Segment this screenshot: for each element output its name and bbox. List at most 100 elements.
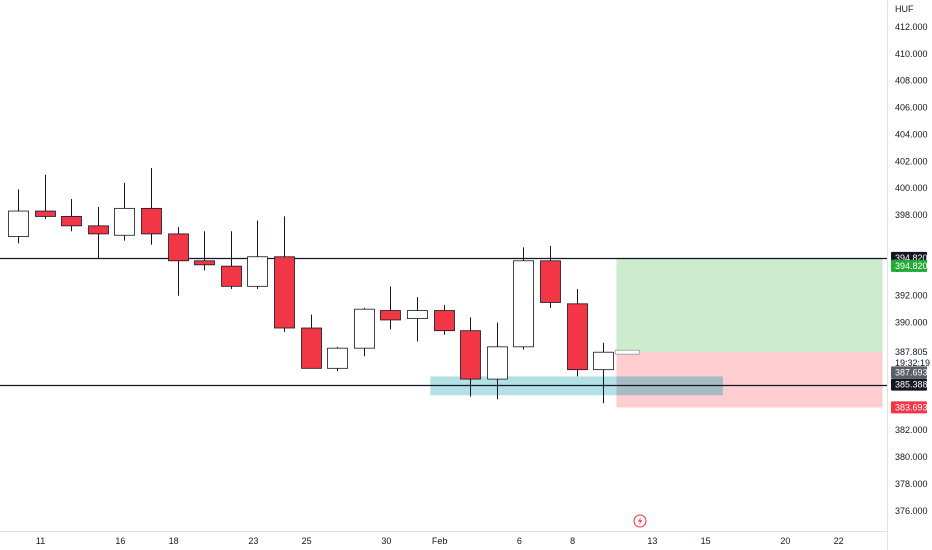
x-tick-label: 8 bbox=[570, 536, 575, 546]
candle[interactable] bbox=[88, 207, 109, 259]
y-tick-label: 392.000 bbox=[895, 291, 928, 301]
levels-layer bbox=[0, 257, 887, 387]
price-tag-label: 385.388 bbox=[895, 380, 928, 390]
price-tag-background bbox=[891, 366, 927, 379]
price-axis: HUF 376.000378.000380.000382.000390.0003… bbox=[887, 0, 930, 550]
y-tick-label: 412.000 bbox=[895, 22, 928, 32]
candle[interactable] bbox=[114, 182, 135, 241]
y-tick-label: 402.000 bbox=[895, 156, 928, 166]
y-tick-label: 404.000 bbox=[895, 129, 928, 139]
candle[interactable] bbox=[407, 297, 428, 342]
candle-body bbox=[35, 210, 56, 217]
candle-body bbox=[540, 260, 561, 303]
candle[interactable] bbox=[487, 322, 508, 400]
candle[interactable] bbox=[141, 168, 162, 245]
candles-layer bbox=[8, 168, 640, 404]
candle[interactable] bbox=[247, 220, 268, 290]
x-tick-label: Feb bbox=[432, 536, 448, 546]
candle-body bbox=[380, 310, 401, 321]
candle[interactable] bbox=[593, 342, 614, 404]
candle-body bbox=[247, 256, 268, 287]
price-tag-background bbox=[891, 378, 927, 391]
y-tick-label: 376.000 bbox=[895, 506, 928, 516]
candle-body bbox=[141, 207, 162, 235]
x-tick-label: 11 bbox=[36, 536, 45, 546]
y-tick-label: 380.000 bbox=[895, 452, 928, 462]
candle-body bbox=[8, 210, 29, 237]
x-tick-labels: 11 16 18 23 25 30 Feb 6 8 13 15 20 22 bbox=[36, 536, 844, 546]
zones-layer bbox=[430, 257, 883, 408]
price-tag: 387.693 bbox=[891, 366, 928, 379]
candle[interactable] bbox=[194, 231, 215, 271]
candle-body bbox=[567, 303, 588, 371]
candle-body bbox=[513, 260, 534, 348]
candle-body bbox=[487, 346, 508, 380]
candle[interactable] bbox=[513, 247, 534, 350]
candle-body bbox=[221, 265, 242, 287]
candle[interactable] bbox=[540, 246, 561, 308]
candle[interactable] bbox=[301, 314, 322, 369]
price-tag: 385.388 bbox=[891, 378, 928, 391]
price-tag-label: 394.820 bbox=[895, 261, 928, 271]
x-tick-label: 6 bbox=[517, 536, 522, 546]
candle-body bbox=[168, 233, 189, 262]
x-tick-label: 18 bbox=[169, 536, 179, 546]
lightning-icon[interactable] bbox=[633, 514, 647, 528]
x-tick-label: 25 bbox=[302, 536, 312, 546]
y-tick-label: 382.000 bbox=[895, 425, 928, 435]
candle[interactable] bbox=[35, 174, 56, 220]
y-tick-label: 408.000 bbox=[895, 76, 928, 86]
price-tag: 394.820 bbox=[891, 259, 928, 272]
candle-body bbox=[434, 310, 455, 332]
x-tick-label: 13 bbox=[647, 536, 657, 546]
candle-body bbox=[194, 260, 215, 266]
price-tag-label: 19:32:19 bbox=[895, 358, 930, 368]
price-tag-label: 387.805 bbox=[895, 347, 928, 357]
candle-body bbox=[593, 351, 614, 371]
y-tick-label: 406.000 bbox=[895, 103, 928, 113]
x-tick-label: 15 bbox=[701, 536, 711, 546]
x-tick-label: 20 bbox=[780, 536, 790, 546]
y-tick-label: 398.000 bbox=[895, 210, 928, 220]
x-tick-label: 16 bbox=[115, 536, 125, 546]
price-tag-label: 394.820 bbox=[895, 253, 928, 263]
candle[interactable] bbox=[434, 305, 455, 335]
candle[interactable] bbox=[61, 198, 82, 232]
x-tick-label: 30 bbox=[381, 536, 391, 546]
candle[interactable] bbox=[354, 307, 375, 357]
candle[interactable] bbox=[380, 286, 401, 330]
y-tick-label: 410.000 bbox=[895, 49, 928, 59]
candle-body bbox=[460, 330, 481, 380]
price-tag-background bbox=[891, 401, 927, 414]
candle-body bbox=[301, 327, 322, 369]
candle[interactable] bbox=[567, 289, 588, 377]
price-tag: 19:32:19 bbox=[895, 358, 930, 368]
currency-label: HUF bbox=[895, 4, 914, 14]
candle-body bbox=[354, 308, 375, 349]
x-tick-label: 22 bbox=[834, 536, 844, 546]
price-tag-background bbox=[891, 259, 927, 272]
candle[interactable] bbox=[8, 189, 29, 244]
time-axis: 11 16 18 23 25 30 Feb 6 8 13 15 20 22 bbox=[0, 531, 887, 546]
candle[interactable] bbox=[168, 227, 189, 296]
candle-body bbox=[327, 347, 348, 369]
x-tick-label: 23 bbox=[248, 536, 258, 546]
price-tag: 387.805 bbox=[895, 347, 928, 357]
price-tag-label: 383.693 bbox=[895, 402, 928, 412]
y-tick-label: 400.000 bbox=[895, 183, 928, 193]
y-tick-label: 390.000 bbox=[895, 318, 928, 328]
candle-body bbox=[88, 225, 109, 235]
target-zone[interactable] bbox=[616, 257, 883, 353]
y-tick-label: 378.000 bbox=[895, 479, 928, 489]
candle[interactable] bbox=[274, 216, 295, 333]
candle-body bbox=[407, 310, 428, 320]
candle[interactable] bbox=[327, 346, 348, 372]
candle[interactable] bbox=[460, 317, 481, 397]
position-handle[interactable] bbox=[614, 349, 640, 355]
candle[interactable] bbox=[221, 231, 242, 290]
candle-body bbox=[61, 216, 82, 227]
candle-body bbox=[114, 207, 135, 236]
